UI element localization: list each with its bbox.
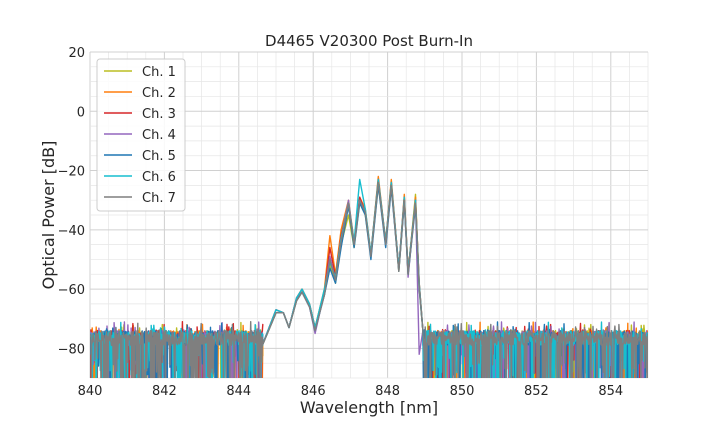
y-tick-label: −60 <box>58 283 85 298</box>
x-tick-label: 846 <box>301 384 326 399</box>
y-tick-label: −40 <box>58 224 85 239</box>
x-tick-label: 842 <box>152 384 177 399</box>
y-axis-label: Optical Power [dB] <box>39 141 58 290</box>
x-tick-label: 854 <box>598 384 623 399</box>
legend-label: Ch. 3 <box>142 107 176 122</box>
x-axis-label: Wavelength [nm] <box>300 398 438 417</box>
x-tick-label: 852 <box>524 384 549 399</box>
legend: Ch. 1 Ch. 2 Ch. 3 Ch. 4 Ch. 5 Ch. 6 Ch. 7 <box>96 58 186 212</box>
series-line-7 <box>90 181 648 378</box>
x-tick-label: 848 <box>375 384 400 399</box>
x-tick-label: 840 <box>78 384 103 399</box>
x-tick-label: 850 <box>450 384 475 399</box>
legend-label: Ch. 1 <box>142 65 176 80</box>
legend-label: Ch. 5 <box>142 149 176 164</box>
x-tick-label: 844 <box>226 384 251 399</box>
legend-label: Ch. 7 <box>142 191 176 206</box>
legend-box <box>96 58 186 212</box>
y-tick-label: −20 <box>58 165 85 180</box>
chart-title: D4465 V20300 Post Burn-In <box>265 32 473 50</box>
y-tick-label: 0 <box>77 105 85 120</box>
tick-labels: 840 842 844 846 848 850 852 854 20 0 −20 −40 −60 −80 <box>58 46 624 399</box>
y-tick-label: −80 <box>58 342 85 357</box>
legend-label: Ch. 6 <box>142 170 176 185</box>
y-tick-label: 20 <box>68 46 85 61</box>
series-group <box>90 175 648 378</box>
legend-label: Ch. 4 <box>142 128 176 143</box>
legend-label: Ch. 2 <box>142 86 176 101</box>
